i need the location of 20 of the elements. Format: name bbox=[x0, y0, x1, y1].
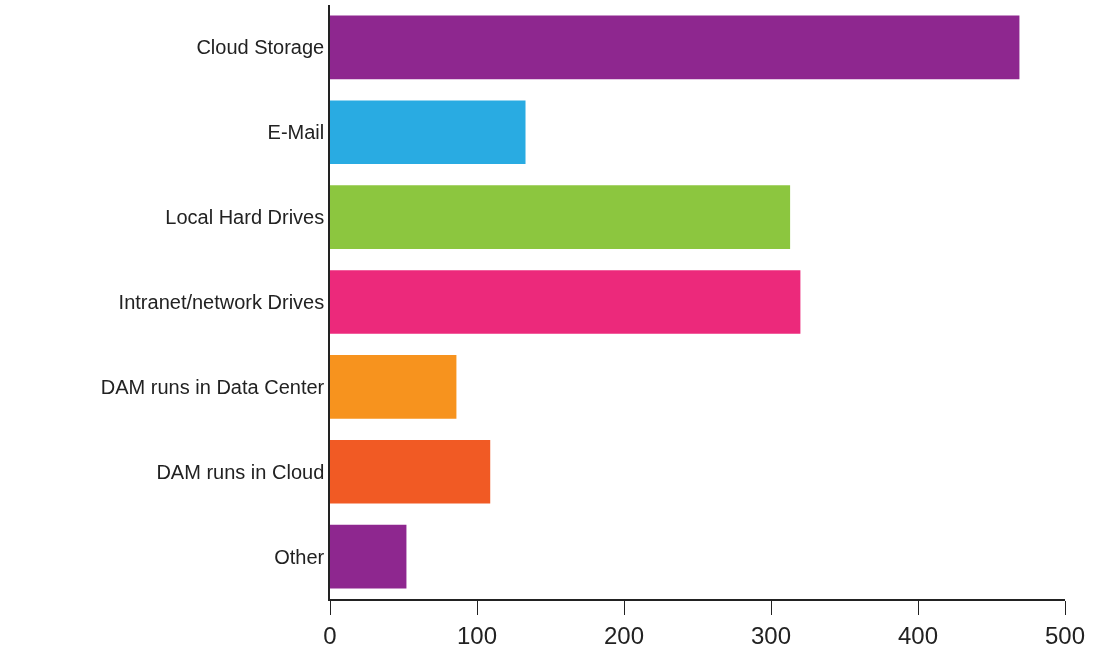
bar bbox=[330, 100, 526, 165]
x-tick-label: 100 bbox=[456, 621, 498, 649]
y-tick-label: E-Mail bbox=[267, 121, 325, 144]
bar bbox=[330, 355, 457, 419]
y-tick-label: Intranet/network Drives bbox=[118, 291, 325, 313]
y-tick-label: DAM runs in Cloud bbox=[156, 460, 325, 483]
x-tick-label: 0 bbox=[323, 621, 337, 649]
bar bbox=[330, 15, 1020, 80]
x-tick-label: 400 bbox=[897, 621, 939, 649]
y-tick-label: Other bbox=[274, 545, 325, 568]
bar bbox=[330, 185, 791, 249]
x-tick-label: 500 bbox=[1044, 621, 1086, 649]
bar bbox=[330, 524, 407, 589]
bar bbox=[330, 439, 491, 504]
y-tick-label: DAM runs in Data Center bbox=[100, 375, 325, 398]
y-tick-label: Local Hard Drives bbox=[165, 206, 325, 229]
x-tick-label: 300 bbox=[750, 621, 792, 649]
bar bbox=[330, 270, 801, 334]
x-tick-label: 200 bbox=[603, 621, 645, 649]
y-tick-label: Cloud Storage bbox=[196, 36, 325, 59]
